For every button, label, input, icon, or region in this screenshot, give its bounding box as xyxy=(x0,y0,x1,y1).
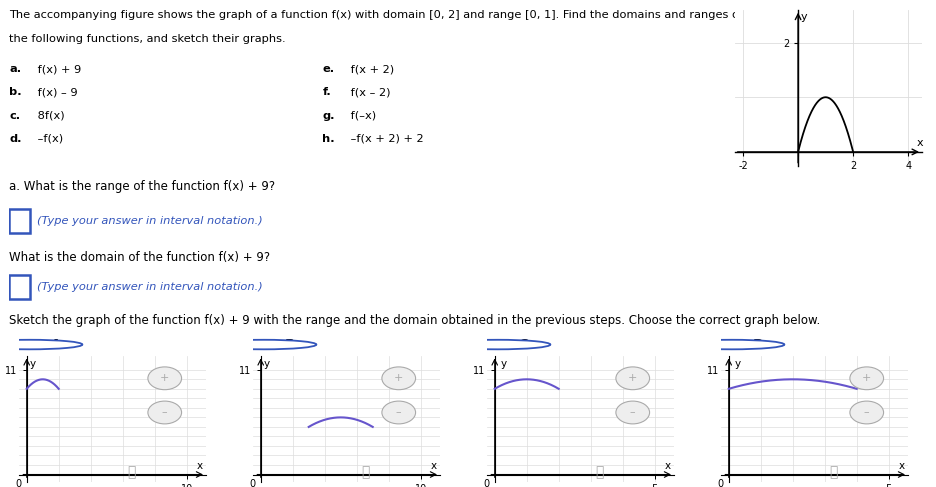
Text: What is the domain of the function f(x) + 9?: What is the domain of the function f(x) … xyxy=(9,251,271,264)
Text: x: x xyxy=(431,461,437,471)
Text: A.: A. xyxy=(51,338,66,351)
Text: y: y xyxy=(735,359,741,369)
Text: +: + xyxy=(394,374,403,383)
Text: –: – xyxy=(396,408,402,417)
Text: +: + xyxy=(862,374,871,383)
Text: –: – xyxy=(162,408,168,417)
Text: g.: g. xyxy=(322,111,335,121)
Text: f(x + 2): f(x + 2) xyxy=(347,64,394,75)
Circle shape xyxy=(446,340,550,349)
Text: a.: a. xyxy=(9,64,22,75)
Text: ⧉: ⧉ xyxy=(829,465,837,479)
Circle shape xyxy=(382,401,416,424)
Text: The accompanying figure shows the graph of a function f(x) with domain [0, 2] an: The accompanying figure shows the graph … xyxy=(9,10,743,20)
Text: ⧉: ⧉ xyxy=(595,465,603,479)
Text: B.: B. xyxy=(285,338,300,351)
Circle shape xyxy=(616,401,650,424)
Circle shape xyxy=(212,340,316,349)
Text: 0: 0 xyxy=(250,479,256,487)
Text: ⧉: ⧉ xyxy=(127,465,135,479)
Text: –: – xyxy=(630,408,636,417)
Text: f.: f. xyxy=(322,88,331,97)
Text: x: x xyxy=(665,461,671,471)
Text: e.: e. xyxy=(322,64,334,75)
Text: b.: b. xyxy=(9,88,22,97)
Circle shape xyxy=(382,367,416,390)
Text: f(x – 2): f(x – 2) xyxy=(347,88,390,97)
Text: 0: 0 xyxy=(16,479,22,487)
Circle shape xyxy=(850,367,884,390)
Text: (Type your answer in interval notation.): (Type your answer in interval notation.) xyxy=(37,281,263,292)
Text: Sketch the graph of the function f(x) + 9 with the range and the domain obtained: Sketch the graph of the function f(x) + … xyxy=(9,315,821,327)
Circle shape xyxy=(616,367,650,390)
Text: +: + xyxy=(628,374,637,383)
Text: h.: h. xyxy=(322,134,335,144)
Text: the following functions, and sketch their graphs.: the following functions, and sketch thei… xyxy=(9,34,286,44)
Text: 8f(x): 8f(x) xyxy=(35,111,65,121)
Text: (Type your answer in interval notation.): (Type your answer in interval notation.) xyxy=(37,216,263,226)
Text: f(x) – 9: f(x) – 9 xyxy=(35,88,78,97)
Text: –: – xyxy=(864,408,870,417)
Circle shape xyxy=(148,401,182,424)
Text: f(x) + 9: f(x) + 9 xyxy=(35,64,81,75)
FancyBboxPatch shape xyxy=(8,275,30,299)
Circle shape xyxy=(0,340,82,349)
Text: 0: 0 xyxy=(484,479,490,487)
FancyBboxPatch shape xyxy=(8,209,30,233)
Text: x: x xyxy=(899,461,905,471)
Text: D.: D. xyxy=(753,338,768,351)
Text: x: x xyxy=(916,137,923,148)
Text: y: y xyxy=(801,13,808,22)
Text: c.: c. xyxy=(9,111,21,121)
Circle shape xyxy=(680,340,784,349)
Text: C.: C. xyxy=(519,338,534,351)
Text: 0: 0 xyxy=(718,479,724,487)
Text: ⧉: ⧉ xyxy=(361,465,369,479)
Text: a. What is the range of the function f(x) + 9?: a. What is the range of the function f(x… xyxy=(9,180,275,193)
Circle shape xyxy=(148,367,182,390)
Text: x: x xyxy=(197,461,203,471)
Text: y: y xyxy=(501,359,507,369)
Text: –f(x): –f(x) xyxy=(35,134,64,144)
Text: d.: d. xyxy=(9,134,22,144)
Circle shape xyxy=(850,401,884,424)
Text: +: + xyxy=(160,374,169,383)
Text: –f(x + 2) + 2: –f(x + 2) + 2 xyxy=(347,134,424,144)
Text: y: y xyxy=(30,359,37,369)
Text: y: y xyxy=(264,359,271,369)
Text: f(–x): f(–x) xyxy=(347,111,376,121)
